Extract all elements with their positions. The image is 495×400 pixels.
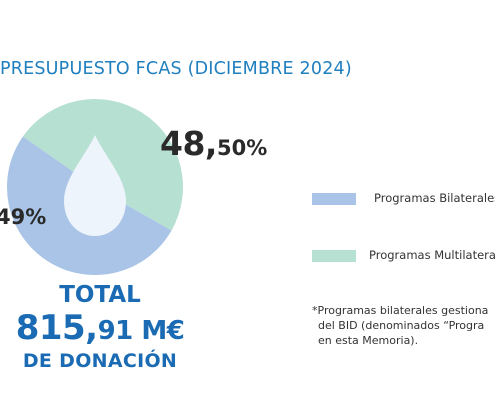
bilateral-percentage-label: 49% bbox=[0, 205, 47, 229]
multilateral-percentage-label: 48,50% bbox=[160, 124, 267, 163]
footnote-line-2: del BID (denominados “Progra bbox=[318, 319, 485, 332]
multilateral-percentage-int: 48, bbox=[160, 124, 217, 163]
multilateral-percentage-dec: 50% bbox=[216, 136, 268, 160]
legend-label-bilateral: Programas Bilaterales bbox=[374, 191, 495, 205]
footnote-line-3: en esta Memoria). bbox=[318, 334, 419, 347]
chart-title: PRESUPUESTO FCAS (DICIEMBRE 2024) bbox=[0, 59, 352, 79]
total-label: TOTAL bbox=[59, 282, 141, 308]
footnote: *Programas bilaterales gestiona del BID … bbox=[312, 303, 488, 348]
legend-swatch-multilateral bbox=[312, 250, 356, 262]
total-amount-int: 815, bbox=[15, 308, 98, 348]
total-subtitle: DE DONACIÓN bbox=[22, 350, 178, 372]
total-amount-dec: 91 M€ bbox=[97, 316, 185, 346]
legend-swatch-bilateral bbox=[312, 193, 356, 205]
total-amount: 815,91 M€ bbox=[0, 308, 200, 348]
footnote-line-1: *Programas bilaterales gestiona bbox=[312, 304, 489, 317]
legend-label-multilateral: Programas Multilatera bbox=[369, 248, 495, 262]
water-drop-icon bbox=[64, 135, 126, 236]
